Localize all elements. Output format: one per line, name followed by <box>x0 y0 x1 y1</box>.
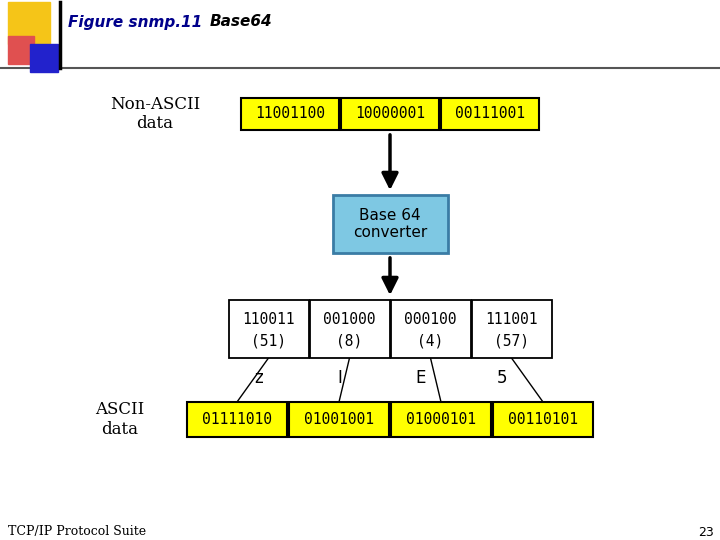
Text: 001000: 001000 <box>323 312 376 327</box>
Bar <box>472 300 552 358</box>
Bar <box>289 402 389 437</box>
Text: 01111010: 01111010 <box>202 412 272 427</box>
Bar <box>493 402 593 437</box>
Bar <box>241 98 339 130</box>
Bar <box>390 300 470 358</box>
Text: 00110101: 00110101 <box>508 412 578 427</box>
Text: (57): (57) <box>494 333 529 348</box>
Bar <box>341 98 439 130</box>
Bar <box>8 2 50 44</box>
Bar <box>441 98 539 130</box>
Bar <box>333 195 448 253</box>
Bar <box>8 36 34 64</box>
Text: E: E <box>415 369 426 387</box>
Text: 23: 23 <box>698 525 714 538</box>
Text: ASCII
data: ASCII data <box>95 401 145 438</box>
Text: 01001001: 01001001 <box>304 412 374 427</box>
Text: (4): (4) <box>418 333 444 348</box>
Bar <box>391 402 491 437</box>
Text: (8): (8) <box>336 333 363 348</box>
Text: 000100: 000100 <box>404 312 456 327</box>
Text: 00111001: 00111001 <box>455 106 525 122</box>
Text: 01000101: 01000101 <box>406 412 476 427</box>
Text: I: I <box>337 369 342 387</box>
Bar <box>30 44 58 72</box>
Text: 110011: 110011 <box>242 312 294 327</box>
Text: Figure snmp.11: Figure snmp.11 <box>68 15 202 30</box>
Text: 111001: 111001 <box>485 312 538 327</box>
Text: 11001100: 11001100 <box>255 106 325 122</box>
Text: TCP/IP Protocol Suite: TCP/IP Protocol Suite <box>8 525 146 538</box>
Text: Base 64
converter: Base 64 converter <box>353 208 427 240</box>
Bar <box>310 300 390 358</box>
Text: Non-ASCII
data: Non-ASCII data <box>110 96 200 132</box>
Text: Base64: Base64 <box>210 15 273 30</box>
Text: 5: 5 <box>496 369 507 387</box>
Text: z: z <box>254 369 263 387</box>
Bar <box>187 402 287 437</box>
Text: (51): (51) <box>251 333 286 348</box>
Text: 10000001: 10000001 <box>355 106 425 122</box>
Bar <box>228 300 308 358</box>
